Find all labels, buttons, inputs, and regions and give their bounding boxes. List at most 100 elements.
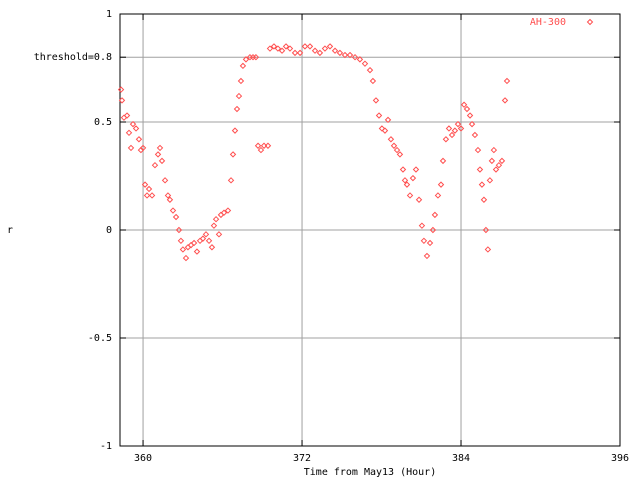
data-point	[375, 112, 383, 119]
data-point	[199, 235, 207, 242]
data-point	[372, 97, 380, 104]
data-point	[177, 237, 185, 245]
y-tick-label: 1	[106, 9, 112, 20]
data-point	[448, 131, 456, 139]
data-point	[239, 62, 247, 70]
data-point	[484, 246, 492, 253]
data-point	[296, 49, 304, 57]
data-point	[237, 77, 245, 85]
data-point	[439, 157, 447, 165]
data-point	[463, 105, 471, 113]
data-point	[431, 211, 439, 219]
data-point	[378, 125, 386, 132]
data-point	[369, 77, 377, 85]
data-point	[429, 226, 437, 234]
data-point	[266, 45, 274, 52]
x-tick-label: 396	[611, 453, 629, 464]
data-point	[326, 43, 334, 50]
x-tick-label: 360	[134, 453, 152, 464]
y-tick-label: threshold=0.8	[34, 52, 112, 63]
data-point	[445, 125, 453, 132]
data-point	[316, 49, 324, 57]
data-point	[384, 116, 392, 124]
data-point	[227, 177, 235, 184]
data-point	[490, 146, 498, 154]
data-point	[351, 53, 359, 61]
data-point	[366, 66, 374, 74]
data-point	[488, 157, 496, 165]
data-point	[476, 166, 484, 173]
data-point	[127, 144, 135, 152]
data-point	[471, 131, 479, 139]
y-tick-label: 0.5	[94, 117, 112, 128]
data-point	[409, 174, 417, 182]
data-point	[233, 105, 241, 113]
data-point	[132, 125, 140, 132]
data-point	[143, 192, 151, 199]
data-point	[482, 226, 490, 234]
data-point	[123, 112, 131, 119]
data-point	[156, 144, 164, 152]
data-point	[193, 248, 201, 255]
y-axis-label: r	[7, 225, 13, 236]
data-point	[117, 86, 125, 93]
data-point	[215, 231, 223, 238]
data-point	[242, 56, 250, 63]
data-point	[220, 209, 228, 216]
data-point	[205, 237, 213, 245]
data-point	[451, 127, 459, 134]
data-point	[306, 43, 314, 50]
data-point	[139, 144, 147, 152]
data-point	[264, 142, 272, 149]
data-point	[161, 177, 169, 184]
data-point	[415, 196, 423, 203]
data-point	[498, 157, 506, 165]
data-point	[129, 120, 137, 128]
data-point	[257, 146, 265, 154]
data-point	[457, 125, 465, 132]
data-point	[474, 146, 482, 154]
data-point	[166, 196, 174, 203]
data-point	[460, 101, 468, 108]
data-point	[210, 222, 218, 229]
data-point	[423, 252, 431, 260]
data-point	[301, 43, 309, 50]
legend-marker	[586, 18, 594, 26]
data-point	[399, 166, 407, 173]
data-point	[235, 92, 243, 100]
data-point	[401, 177, 409, 184]
data-point	[154, 151, 162, 158]
data-point	[356, 56, 364, 63]
data-point	[336, 49, 344, 57]
data-point	[434, 192, 442, 199]
data-point	[202, 231, 210, 238]
data-point	[151, 161, 159, 169]
data-point	[381, 127, 389, 134]
y-tick-label: -0.5	[88, 333, 112, 344]
data-point	[412, 166, 420, 173]
data-point	[212, 215, 220, 223]
data-point	[282, 43, 290, 50]
data-point	[480, 196, 488, 203]
x-axis-label: Time from May13 (Hour)	[304, 467, 436, 478]
data-point	[501, 97, 509, 104]
data-point	[278, 47, 286, 54]
data-point	[466, 112, 474, 119]
data-point	[135, 136, 143, 143]
data-point	[229, 151, 237, 158]
data-point	[478, 181, 486, 188]
data-point	[224, 207, 232, 214]
data-point	[254, 142, 262, 149]
data-point	[175, 226, 183, 234]
data-point	[396, 151, 404, 158]
data-point	[426, 239, 434, 247]
data-point	[454, 120, 462, 128]
data-point	[495, 161, 503, 169]
data-point	[169, 207, 177, 214]
data-point	[182, 254, 190, 262]
data-point	[442, 136, 450, 143]
y-tick-label: 0	[106, 225, 112, 236]
